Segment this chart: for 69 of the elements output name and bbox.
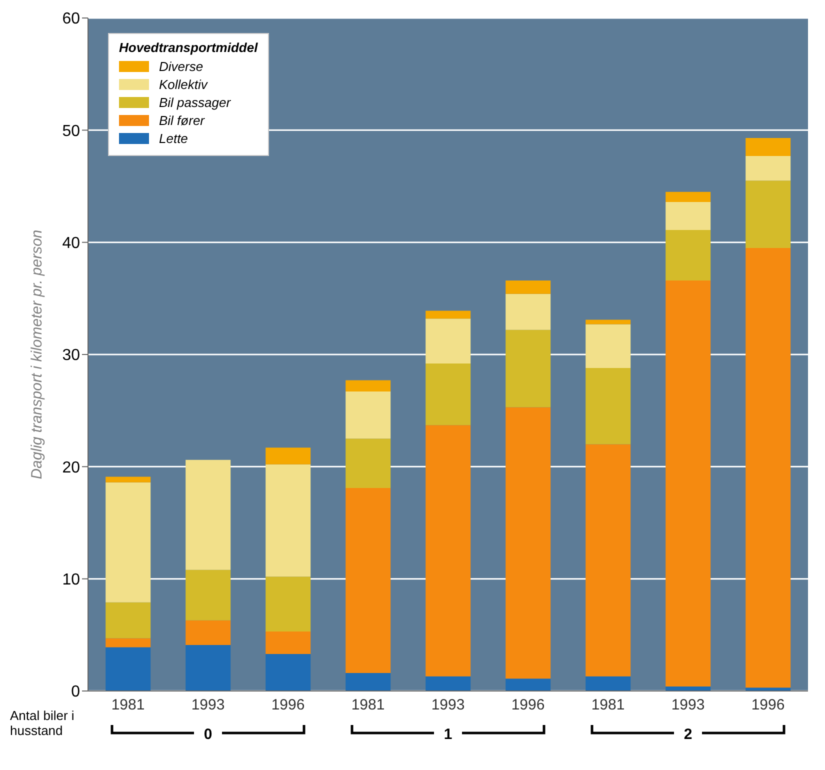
bar (586, 320, 631, 324)
bar (186, 570, 231, 620)
bar (506, 294, 551, 330)
bar (426, 425, 471, 676)
x-tick-label: 1996 (751, 696, 785, 714)
y-tick-label: 10 (62, 572, 80, 589)
bar (106, 638, 151, 648)
bar (586, 676, 631, 691)
bar (186, 620, 231, 646)
bar (746, 138, 791, 156)
bar (586, 444, 631, 676)
x-tick-label: 1981 (351, 696, 385, 714)
bar (506, 407, 551, 679)
bar (266, 464, 311, 577)
bar (266, 576, 311, 632)
bar (426, 676, 471, 691)
bar (666, 280, 711, 687)
bar (346, 438, 391, 488)
text: 1 (444, 726, 452, 743)
bar (346, 673, 391, 691)
bar (586, 368, 631, 444)
bar (666, 230, 711, 280)
bar (186, 460, 231, 570)
bar (426, 310, 471, 319)
bar (506, 280, 551, 294)
y-tick-label: 30 (62, 347, 80, 364)
x-tick-label: 1993 (671, 696, 705, 714)
x-tick-label: 1993 (431, 696, 465, 714)
bar (346, 392, 391, 439)
x-axis-title: Antal biler i husstand (10, 708, 76, 738)
bar (426, 363, 471, 426)
bar (586, 324, 631, 368)
y-tick-label: 60 (62, 10, 80, 28)
y-tick-label: 20 (62, 459, 80, 476)
bar (346, 488, 391, 674)
text: 0 (204, 726, 212, 743)
bar (506, 330, 551, 408)
bar (666, 192, 711, 202)
bar (106, 647, 151, 691)
bar (266, 448, 311, 464)
x-tick-label: 1981 (591, 696, 625, 714)
x-tick-label: 1996 (511, 696, 545, 714)
bar (746, 248, 791, 688)
legend-label: Kollektiv (159, 77, 208, 92)
y-tick-label: 0 (71, 684, 80, 701)
bar (106, 476, 151, 482)
legend-label: Bil fører (159, 113, 204, 128)
bar (106, 602, 151, 638)
bar (666, 202, 711, 230)
legend-label: Bil passager (159, 95, 231, 110)
x-tick-label: 1993 (191, 696, 225, 714)
y-axis-title: Daglig transport i kilometer pr. person (28, 230, 46, 480)
bar (266, 654, 311, 691)
bar (186, 645, 231, 691)
legend-label: Lette (159, 131, 188, 146)
bar (266, 632, 311, 654)
y-tick-label: 40 (62, 235, 80, 252)
bar (346, 380, 391, 392)
x-tick-label: 1981 (111, 696, 145, 714)
bar (746, 180, 791, 248)
text: 2 (684, 726, 692, 743)
y-tick-label: 50 (62, 122, 80, 140)
bar (746, 156, 791, 181)
bar (506, 678, 551, 691)
legend-title: Hovedtransportmiddel (119, 40, 258, 55)
bar (106, 482, 151, 602)
legend-label: Diverse (159, 59, 204, 74)
bar (426, 318, 471, 364)
x-tick-label: 1996 (271, 696, 305, 714)
